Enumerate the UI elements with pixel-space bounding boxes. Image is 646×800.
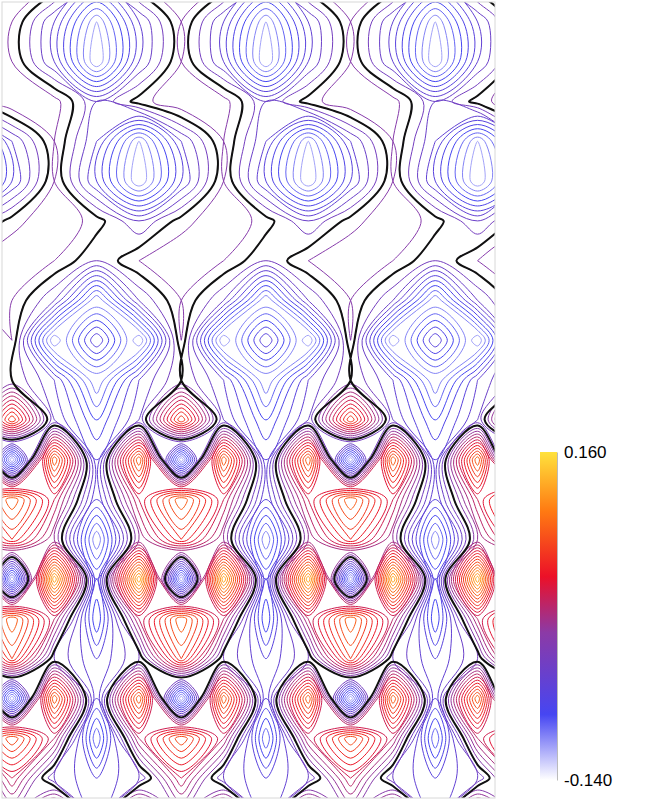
- chart-container: -0.140 0.160: [0, 0, 646, 800]
- contour-line: [2, 416, 495, 752]
- plot-frame: [2, 2, 495, 798]
- contour-line: [2, 412, 495, 798]
- contour-line: [2, 2, 495, 798]
- colorbar-gradient: [540, 452, 557, 780]
- contour-line: [2, 576, 479, 583]
- contour-lines: [2, 2, 495, 798]
- contour-line: [2, 2, 495, 798]
- chart-svg: -0.140 0.160: [0, 0, 646, 800]
- colorbar: -0.140 0.160: [540, 443, 612, 790]
- colorbar-axis: -0.140 0.160: [557, 443, 612, 790]
- contour-line: [2, 573, 481, 586]
- contour-line: [2, 400, 495, 798]
- colorbar-tick: -0.140: [557, 771, 612, 790]
- highlight-contour: [2, 2, 495, 798]
- colorbar-axis-line: [557, 453, 558, 781]
- colorbar-tick: 0.160: [557, 443, 607, 462]
- contour-line: [2, 2, 495, 798]
- colorbar-tick-label: -0.140: [564, 771, 612, 790]
- contour-line: [2, 570, 482, 589]
- colorbar-tick-label: 0.160: [564, 443, 607, 462]
- contour-line: [2, 568, 484, 593]
